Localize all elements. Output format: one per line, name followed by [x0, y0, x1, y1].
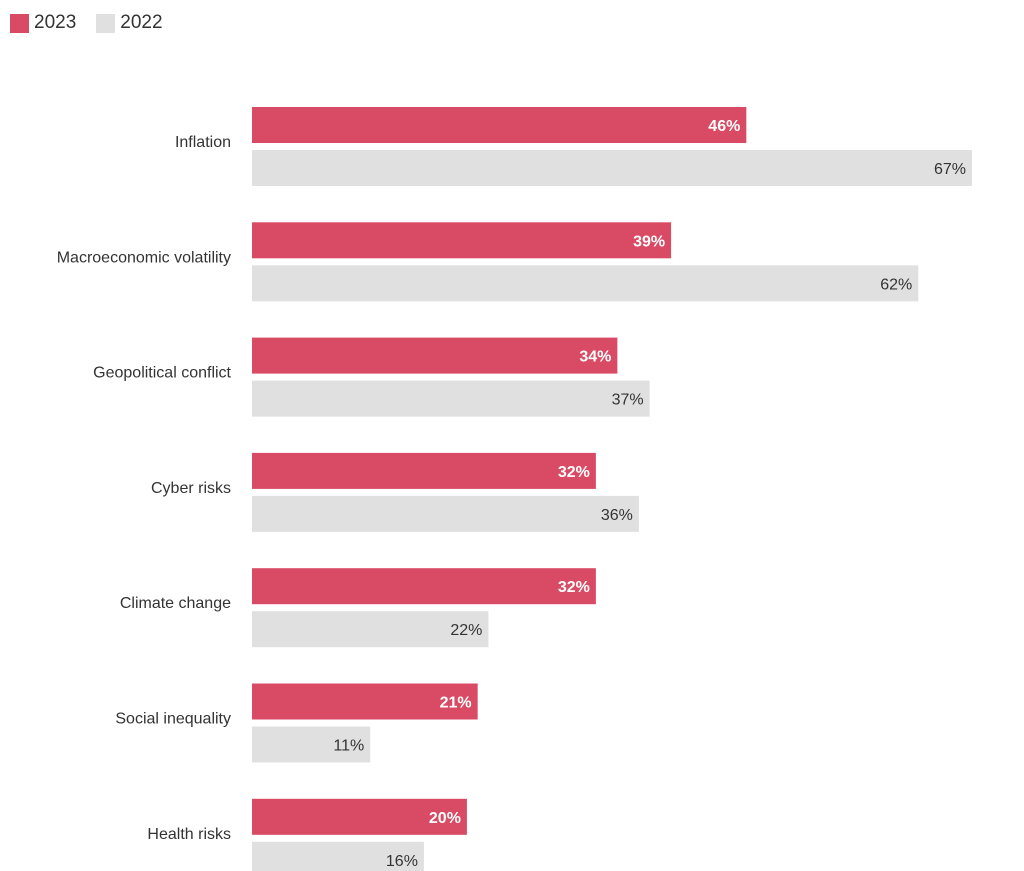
- category-label-health-risks: Health risks: [147, 826, 231, 843]
- value-label-2022-cyber-risks: 36%: [601, 507, 633, 524]
- bar-2023-inflation: [252, 107, 747, 143]
- legend-label-2022: 2022: [120, 12, 163, 33]
- value-label-2023-climate-change: 32%: [558, 579, 590, 596]
- bar-2022-macroeconomic-volatility: [252, 265, 919, 302]
- legend-swatch-2023: [10, 13, 29, 33]
- category-label-macroeconomic-volatility: Macroeconomic volatility: [57, 249, 231, 266]
- bar-2022-climate-change: [252, 611, 489, 648]
- value-label-2023-geopolitical-conflict: 34%: [579, 349, 611, 366]
- legend-label-2023: 2023: [34, 12, 77, 33]
- value-label-2023-macroeconomic-volatility: 39%: [633, 233, 665, 250]
- legend-swatch-2022: [96, 13, 116, 33]
- value-label-2022-social-inequality: 11%: [333, 738, 364, 755]
- category-label-inflation: Inflation: [175, 134, 231, 151]
- bar-2023-climate-change: [252, 568, 596, 605]
- category-label-geopolitical-conflict: Geopolitical conflict: [93, 365, 231, 382]
- legend-item-2022: 2022: [96, 12, 163, 34]
- bar-2023-health-risks: [252, 798, 467, 835]
- value-label-2022-health-risks: 16%: [386, 853, 418, 870]
- bar-2022-social-inequality: [252, 726, 371, 763]
- value-label-2023-cyber-risks: 32%: [558, 464, 590, 481]
- value-label-2023-health-risks: 20%: [429, 810, 461, 827]
- bar-2023-social-inequality: [252, 683, 478, 720]
- value-label-2023-social-inequality: 21%: [440, 695, 472, 712]
- bar-2023-macroeconomic-volatility: [252, 222, 672, 259]
- category-label-cyber-risks: Cyber risks: [151, 480, 231, 497]
- value-label-2023-inflation: 46%: [708, 118, 740, 135]
- value-label-2022-inflation: 67%: [934, 161, 966, 178]
- bar-2023-geopolitical-conflict: [252, 337, 618, 374]
- bar-2022-inflation: [252, 150, 972, 186]
- bar-2023-cyber-risks: [252, 452, 596, 489]
- legend: 2023 2022: [10, 12, 183, 34]
- category-label-climate-change: Climate change: [120, 595, 231, 612]
- category-label-social-inequality: Social inequality: [115, 711, 231, 728]
- bar-2022-geopolitical-conflict: [252, 380, 650, 417]
- bar-2022-cyber-risks: [252, 495, 639, 532]
- value-label-2022-macroeconomic-volatility: 62%: [880, 276, 912, 293]
- legend-item-2023: 2023: [10, 12, 76, 34]
- value-label-2022-climate-change: 22%: [450, 622, 482, 639]
- bar-2022-health-risks: [252, 841, 424, 871]
- value-label-2022-geopolitical-conflict: 37%: [612, 392, 644, 409]
